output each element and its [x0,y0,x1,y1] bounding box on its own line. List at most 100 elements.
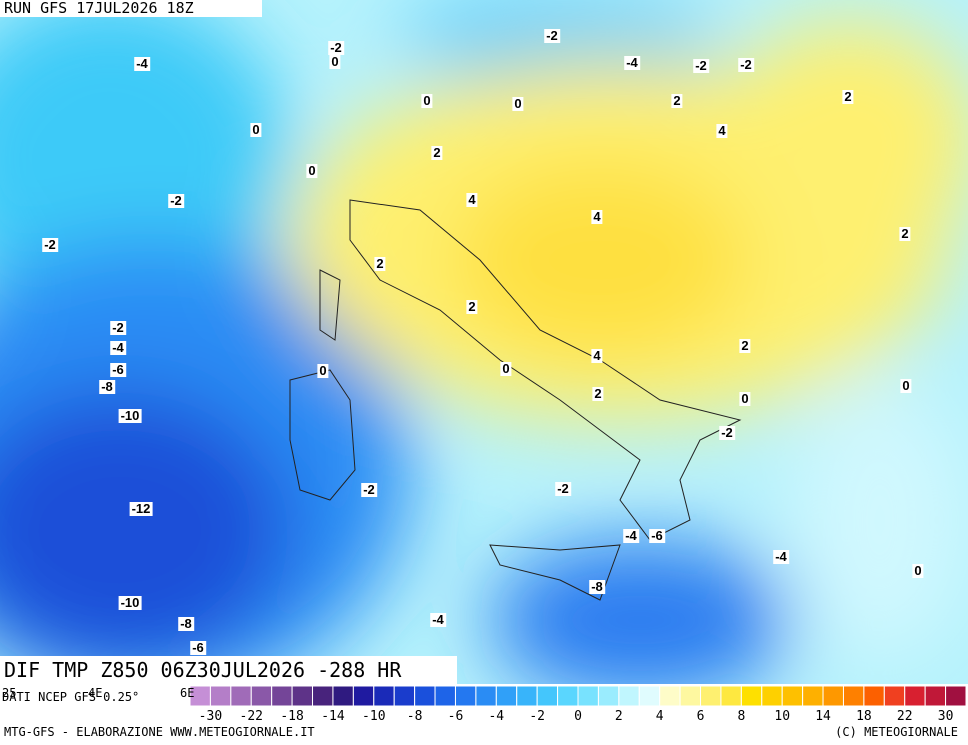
contour-label: -8 [99,379,115,394]
contour-label: -2 [361,482,377,497]
colorbar-swatch [659,685,681,707]
lon-label: 6E [180,686,195,700]
contour-label: 0 [512,96,524,111]
colorbar-label: -6 [448,709,464,724]
colorbar-swatch [230,685,252,707]
colorbar-label: -14 [321,709,345,724]
contour-label: 0 [912,563,924,578]
contour-label: 2 [899,226,911,241]
contour-label: -2 [738,57,754,72]
colorbar-swatch [781,685,804,707]
contour-label: -12 [129,501,153,516]
contour-label: 2 [466,299,478,314]
colorbar-swatch [271,685,293,707]
colorbar-swatch [352,685,375,707]
contour-label: 0 [329,54,341,69]
contour-label: 0 [739,391,751,406]
colorbar-label: 30 [938,709,954,724]
colorbar-swatch [842,685,865,707]
colorbar-swatch [454,685,477,707]
contour-label: -2 [168,193,184,208]
colorbar-label: 22 [897,709,913,724]
contour-label: 2 [739,338,751,353]
colorbar-swatch [761,685,783,707]
contour-label: -4 [430,612,446,627]
colorbar-swatch [557,685,579,707]
contour-label: -10 [118,408,142,423]
colorbar-label: 14 [815,709,831,724]
colorbar-swatch [495,685,518,707]
colorbar-label: 0 [574,709,582,724]
contour-label: -2 [110,320,126,335]
colorbar-swatch [924,685,947,707]
contour-label: -4 [773,549,789,564]
contour-label: -6 [190,640,206,655]
source: DATI NCEP GFS 0.25° [2,690,140,704]
contour-label: 0 [900,378,912,393]
colorbar-swatch [577,685,599,707]
run-title: RUN GFS 17JUL2026 18Z [0,0,262,17]
contour-label: -8 [589,579,605,594]
contour-label: -2 [42,237,58,252]
contour-label: -2 [719,425,735,440]
contour-label: 4 [716,123,728,138]
colorbar-swatch [291,685,314,707]
colorbar-swatch [700,685,722,707]
contour-label: -4 [110,340,126,355]
contour-label: -8 [178,616,194,631]
contour-label: -4 [624,55,640,70]
colorbar-label: -2 [529,709,545,724]
colorbar-label: 18 [856,709,872,724]
contour-label: 2 [842,89,854,104]
colorbar-label: -22 [240,709,263,724]
colorbar-swatch [516,685,538,707]
colorbar-swatch [536,685,559,707]
colorbar-label: 8 [737,709,745,724]
colorbar-swatch [679,685,702,707]
colorbar-label: -18 [280,709,303,724]
contour-label: -2 [693,58,709,73]
colorbar-swatch [250,685,273,707]
contour-label: 0 [500,361,512,376]
contour-label: 2 [671,93,683,108]
colorbar-swatch [863,685,885,707]
colorbar-swatch [883,685,906,707]
temperature-field [0,0,968,700]
colorbar-label: 2 [615,709,623,724]
colorbar-label: -30 [199,709,222,724]
contour-label: 2 [374,256,386,271]
footer-left: MTG-GFS - ELABORAZIONE WWW.METEOGIORNALE… [4,725,315,739]
colorbar-swatch [740,685,763,707]
contour-label: 2 [592,386,604,401]
coastlines [289,199,742,601]
contour-label: -2 [544,28,560,43]
contour-label: -4 [623,528,639,543]
colorbar-swatch [434,685,456,707]
colorbar-swatch [312,685,334,707]
colorbar-swatch [945,685,967,707]
colorbar-label: 10 [774,709,790,724]
footer-right: (C) METEOGIORNALE [835,725,958,739]
contour-label: -6 [649,528,665,543]
contour-label: -2 [328,40,344,55]
colorbar: -30 -22 -18 -14 -10 -8 -6 -4 -2 0 2 4 6 8 10 14 18 22 30 [189,685,967,724]
colorbar-swatch [393,685,416,707]
contour-label: 0 [317,363,329,378]
colorbar-label: 4 [656,709,664,724]
contour-label: 4 [466,192,478,207]
field-title: DIF TMP Z850 06Z30JUL2026 -288 HR [0,656,457,684]
contour-label: 4 [591,209,603,224]
contour-label: -6 [110,362,126,377]
colorbar-label: -10 [362,709,385,724]
lon-label: 25 [2,686,17,700]
contour-label: -10 [118,595,142,610]
colorbar-swatch [720,685,742,707]
colorbar-label: -8 [407,709,423,724]
colorbar-swatch [209,685,232,707]
colorbar-swatch [618,685,640,707]
colorbar-label: 6 [697,709,705,724]
colorbar-swatch [373,685,395,707]
contour-label: 0 [421,93,433,108]
colorbar-label: -4 [488,709,504,724]
